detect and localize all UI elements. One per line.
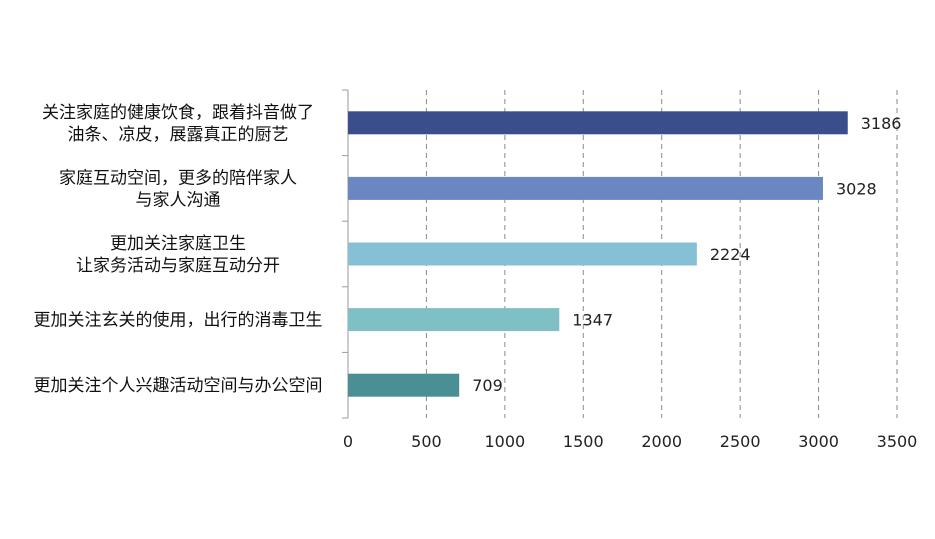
bar	[348, 242, 697, 266]
bar	[348, 373, 460, 397]
x-tick-label: 1500	[563, 432, 604, 451]
x-tick-label: 1000	[484, 432, 525, 451]
category-label-line: 让家务活动与家庭互动分开	[76, 256, 280, 276]
data-label: 3028	[836, 179, 877, 198]
category-label-line: 油条、凉皮，展露真正的厨艺	[68, 125, 289, 145]
bar	[348, 111, 848, 135]
category-label-line: 更加关注玄关的使用，出行的消毒卫生	[34, 310, 323, 331]
x-tick-label: 3000	[798, 432, 839, 451]
data-label: 709	[472, 376, 503, 395]
category-label-line: 更加关注个人兴趣活动空间与办公空间	[34, 376, 323, 396]
x-tick-label: 0	[343, 432, 353, 451]
category-label: 关注家庭的健康饮食，跟着抖音做了油条、凉皮，展露真正的厨艺	[42, 103, 314, 145]
bar	[348, 308, 560, 332]
x-tick-label: 3500	[877, 432, 918, 451]
data-label: 3186	[861, 114, 902, 133]
category-label: 更加关注玄关的使用，出行的消毒卫生	[34, 310, 323, 331]
bar	[348, 176, 823, 200]
category-label: 家庭互动空间，更多的陪伴家人与家人沟通	[59, 168, 297, 210]
category-label-line: 家庭互动空间，更多的陪伴家人	[59, 168, 297, 188]
x-tick-label: 500	[411, 432, 442, 451]
x-tick-label: 2000	[641, 432, 682, 451]
category-label: 更加关注家庭卫生让家务活动与家庭互动分开	[76, 234, 280, 276]
category-label-line: 与家人沟通	[136, 190, 221, 210]
category-label-line: 更加关注家庭卫生	[110, 234, 246, 254]
x-tick-label: 2500	[720, 432, 761, 451]
data-label: 2224	[710, 245, 751, 264]
category-label: 更加关注个人兴趣活动空间与办公空间	[34, 376, 323, 396]
category-label-line: 关注家庭的健康饮食，跟着抖音做了	[42, 103, 314, 123]
data-label: 1347	[572, 311, 613, 330]
